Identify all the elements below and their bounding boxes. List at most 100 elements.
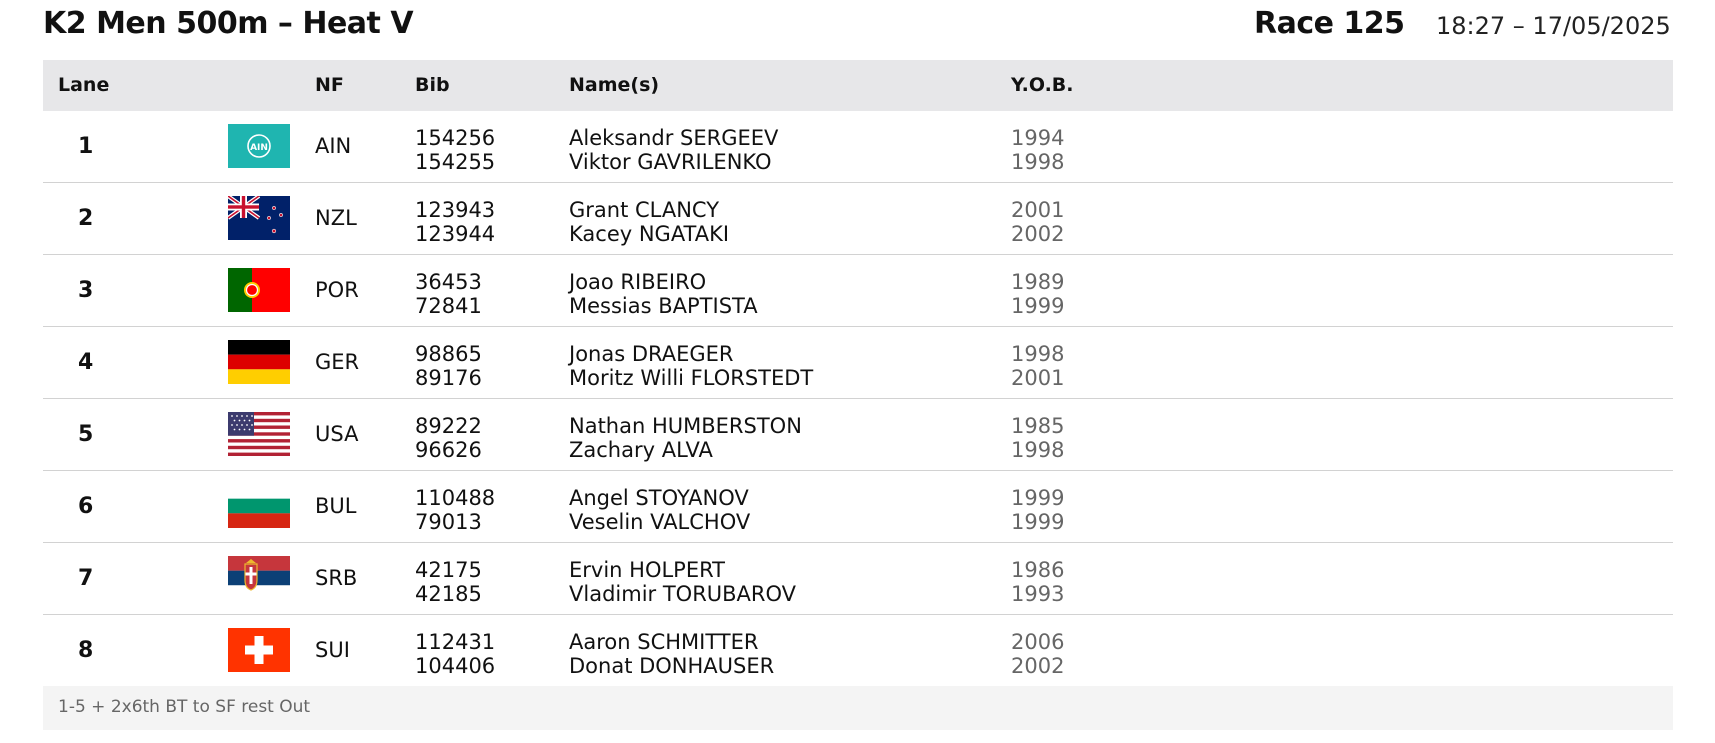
progression-note: 1-5 + 2x6th BT to SF rest Out — [58, 697, 311, 717]
athlete-name: Donat DONHAUSER — [569, 654, 775, 678]
year-of-birth-cell: 1999 1999 — [1011, 486, 1064, 534]
nzl-flag — [228, 196, 290, 240]
race-number: Race 125 — [1254, 6, 1405, 41]
header-names: Name(s) — [569, 74, 660, 96]
table-body: 1 AIN AIN 154256 154255 Aleksandr SERGEEV Vikt… — [43, 111, 1673, 686]
nation-code: SRB — [315, 566, 358, 590]
header-nf: NF — [315, 74, 344, 96]
year-of-birth: 1986 — [1011, 558, 1065, 582]
table-row: 7 SRB 42175 42185 Ervin HOLPERT Vladimir TORU… — [43, 543, 1673, 615]
athlete-name-cell: Aleksandr SERGEEV Viktor GAVRILENKO — [569, 126, 778, 174]
year-of-birth-cell: 1986 1993 — [1011, 558, 1064, 606]
nation-code: SUI — [315, 638, 350, 662]
lane-number: 3 — [78, 278, 94, 303]
year-of-birth: 2001 — [1011, 198, 1065, 222]
nation-code: POR — [315, 278, 359, 302]
header-yob: Y.O.B. — [1011, 74, 1074, 96]
athlete-name: Viktor GAVRILENKO — [569, 150, 772, 174]
bib-number: 42175 — [415, 558, 482, 582]
sui-flag — [228, 628, 290, 672]
athlete-name-cell: Grant CLANCY Kacey NGATAKI — [569, 198, 729, 246]
bib-number: 89222 — [415, 414, 482, 438]
bib-number-cell: 123943 123944 — [415, 198, 495, 246]
lane-number: 6 — [78, 494, 94, 519]
bib-number: 36453 — [415, 270, 482, 294]
table-row: 2 NZL 123943 123944 Grant CLANCY Kacey NGATAK… — [43, 183, 1673, 255]
bib-number-cell: 42175 42185 — [415, 558, 482, 606]
bib-number-cell: 36453 72841 — [415, 270, 482, 318]
athlete-name: Aaron SCHMITTER — [569, 630, 759, 654]
year-of-birth: 1999 — [1011, 294, 1065, 318]
athlete-name: Nathan HUMBERSTON — [569, 414, 802, 438]
ain-flag: AIN — [228, 124, 290, 168]
table-header: Lane NF Bib Name(s) Y.O.B. — [43, 60, 1673, 111]
year-of-birth: 1999 — [1011, 510, 1065, 534]
bib-number-cell: 98865 89176 — [415, 342, 482, 390]
srb-flag — [228, 556, 290, 600]
por-flag — [228, 268, 290, 312]
bib-number-cell: 112431 104406 — [415, 630, 495, 678]
athlete-name: Veselin VALCHOV — [569, 510, 751, 534]
svg-text:AIN: AIN — [250, 143, 268, 153]
year-of-birth-cell: 2006 2002 — [1011, 630, 1064, 678]
table-row: 4 GER 98865 89176 Jonas DRAEGER Moritz Willi … — [43, 327, 1673, 399]
athlete-name-cell: Jonas DRAEGER Moritz Willi FLORSTEDT — [569, 342, 813, 390]
bib-number-cell: 89222 96626 — [415, 414, 482, 462]
bib-number: 110488 — [415, 486, 496, 510]
header-lane: Lane — [58, 74, 110, 96]
year-of-birth: 1989 — [1011, 270, 1065, 294]
bul-flag — [228, 484, 290, 528]
athlete-name-cell: Joao RIBEIRO Messias BAPTISTA — [569, 270, 758, 318]
table-row: 1 AIN AIN 154256 154255 Aleksandr SERGEEV Vikt… — [43, 111, 1673, 183]
year-of-birth-cell: 1998 2001 — [1011, 342, 1064, 390]
bib-number: 72841 — [415, 294, 482, 318]
bib-number: 154256 — [415, 126, 496, 150]
year-of-birth-cell: 1994 1998 — [1011, 126, 1064, 174]
year-of-birth: 1998 — [1011, 342, 1065, 366]
bib-number: 79013 — [415, 510, 482, 534]
athlete-name-cell: Ervin HOLPERT Vladimir TORUBAROV — [569, 558, 796, 606]
lane-number: 8 — [78, 638, 94, 663]
lane-number: 2 — [78, 206, 94, 231]
year-of-birth: 1998 — [1011, 438, 1065, 462]
bib-number: 89176 — [415, 366, 482, 390]
athlete-name: Vladimir TORUBAROV — [569, 582, 797, 606]
start-list-table: Lane NF Bib Name(s) Y.O.B. 1 AIN AIN 154256… — [43, 60, 1673, 730]
bib-number: 98865 — [415, 342, 482, 366]
year-of-birth: 1985 — [1011, 414, 1065, 438]
usa-flag — [228, 412, 290, 456]
nation-code: NZL — [315, 206, 357, 230]
year-of-birth: 2006 — [1011, 630, 1065, 654]
table-footer: 1-5 + 2x6th BT to SF rest Out — [43, 686, 1673, 730]
table-row: 5 USA 89222 96626 Nathan HUMBERSTON Zachary A… — [43, 399, 1673, 471]
year-of-birth: 1994 — [1011, 126, 1065, 150]
year-of-birth-cell: 2001 2002 — [1011, 198, 1064, 246]
bib-number: 104406 — [415, 654, 496, 678]
athlete-name: Moritz Willi FLORSTEDT — [569, 366, 814, 390]
bib-number: 154255 — [415, 150, 496, 174]
bib-number: 123944 — [415, 222, 496, 246]
athlete-name-cell: Angel STOYANOV Veselin VALCHOV — [569, 486, 750, 534]
athlete-name: Ervin HOLPERT — [569, 558, 725, 582]
athlete-name: Messias BAPTISTA — [569, 294, 758, 318]
lane-number: 4 — [78, 350, 94, 375]
year-of-birth: 1993 — [1011, 582, 1065, 606]
table-row: 3 POR 36453 72841 Joao RIBEIRO Messias BAPTIS… — [43, 255, 1673, 327]
race-datetime: 18:27 – 17/05/2025 — [1436, 12, 1671, 40]
lane-number: 5 — [78, 422, 94, 447]
year-of-birth-cell: 1985 1998 — [1011, 414, 1064, 462]
athlete-name: Kacey NGATAKI — [569, 222, 730, 246]
bib-number: 96626 — [415, 438, 482, 462]
athlete-name: Aleksandr SERGEEV — [569, 126, 779, 150]
athlete-name-cell: Aaron SCHMITTER Donat DONHAUSER — [569, 630, 774, 678]
year-of-birth: 2002 — [1011, 654, 1065, 678]
year-of-birth: 2001 — [1011, 366, 1065, 390]
year-of-birth: 2002 — [1011, 222, 1065, 246]
nation-code: USA — [315, 422, 359, 446]
year-of-birth-cell: 1989 1999 — [1011, 270, 1064, 318]
event-title: K2 Men 500m – Heat V — [43, 6, 414, 41]
header-bib: Bib — [415, 74, 450, 96]
athlete-name: Joao RIBEIRO — [569, 270, 707, 294]
year-of-birth: 1999 — [1011, 486, 1065, 510]
nation-code: GER — [315, 350, 360, 374]
